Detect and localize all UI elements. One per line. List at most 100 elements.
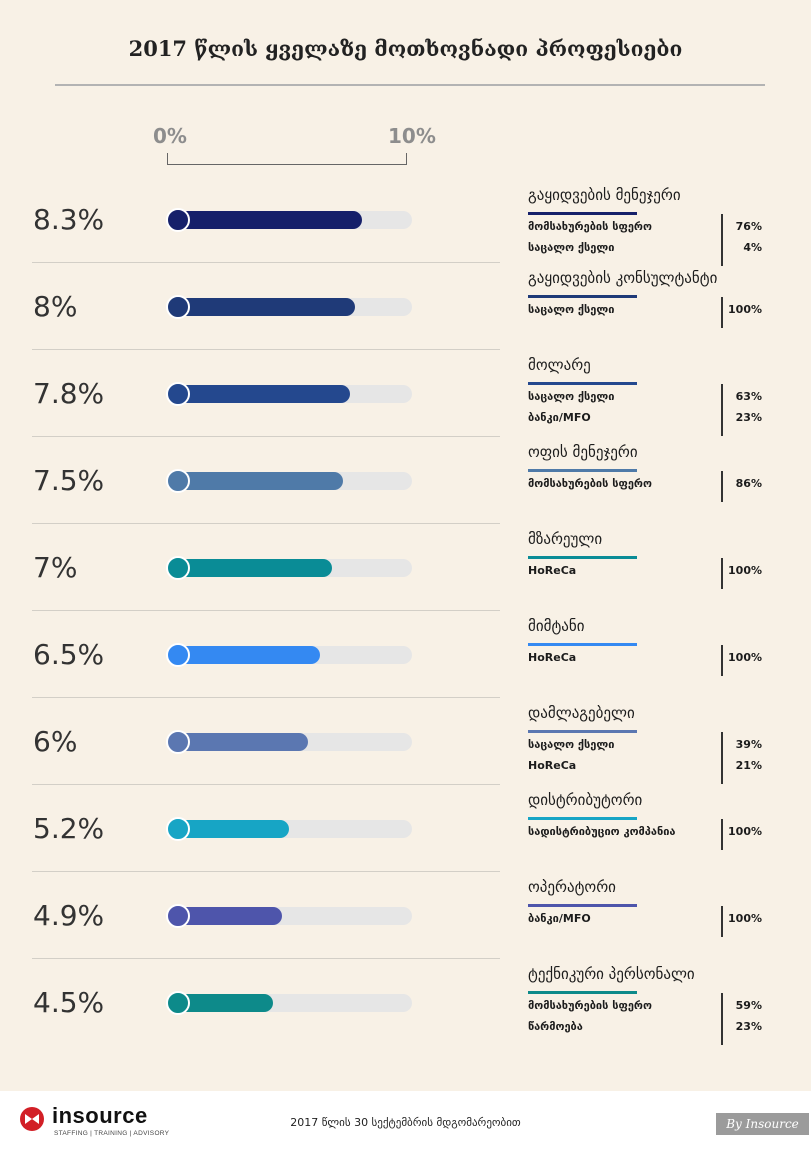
job-underline [528, 295, 637, 298]
value-label: 7.8% [33, 377, 105, 410]
value-label: 8% [33, 290, 78, 323]
sector-share: 86% [735, 477, 762, 490]
bar-start-dot [166, 556, 190, 580]
sector-separator [721, 214, 723, 266]
row-divider [32, 958, 500, 959]
sector-name: HoReCa [528, 564, 577, 577]
job-underline [528, 382, 637, 385]
sector-share: 100% [728, 564, 762, 577]
row-divider [32, 523, 500, 524]
bar [167, 733, 309, 751]
value-label: 6% [33, 725, 78, 758]
job-underline [528, 730, 637, 733]
job-underline [528, 991, 637, 994]
value-label: 7.5% [33, 464, 105, 497]
sector-separator [721, 297, 723, 328]
bar-start-dot [166, 730, 190, 754]
scale-bracket [167, 153, 407, 165]
chart-row: 6.5% მიმტანი HoReCa 100% [0, 615, 811, 702]
row-divider [32, 262, 500, 263]
chart-row: 8.3% გაყიდვების მენეჯერი მომსახურების სფერ… [0, 180, 811, 267]
bar-start-dot [166, 904, 190, 928]
bar-start-dot [166, 991, 190, 1015]
chart-row: 8% გაყიდვების კონსულტანტი საცალო ქსელი 100% [0, 267, 811, 354]
job-title: დამლაგებელი [528, 704, 635, 722]
sector-share: 4% [743, 241, 762, 254]
sector-separator [721, 732, 723, 784]
sector-name: ბანკი/MFO [528, 912, 591, 925]
value-label: 7% [33, 551, 78, 584]
job-title: მზარეული [528, 530, 603, 548]
bar-start-dot [166, 817, 190, 841]
chart-row: 7.8% მოლარე საცალო ქსელი 63% ბანკი/MFO 23% [0, 354, 811, 441]
job-underline [528, 469, 637, 472]
sector-share: 23% [735, 411, 762, 424]
chart-row: 6% დამლაგებელი საცალო ქსელი 39% HoReCa 21% [0, 702, 811, 789]
row-divider [32, 610, 500, 611]
logo-tagline: STAFFING | TRAINING | ADVISORY [54, 1130, 170, 1137]
sector-separator [721, 993, 723, 1045]
bar-start-dot [166, 208, 190, 232]
row-divider [32, 784, 500, 785]
bar-start-dot [166, 295, 190, 319]
sector-separator [721, 819, 723, 850]
value-label: 5.2% [33, 812, 105, 845]
row-divider [32, 697, 500, 698]
sector-name: მომსახურების სფერო [528, 999, 652, 1012]
sector-name: მომსახურების სფერო [528, 477, 652, 490]
sector-name: მომსახურების სფერო [528, 220, 652, 233]
sector-share: 100% [728, 825, 762, 838]
job-title: გაყიდვების მენეჯერი [528, 186, 681, 204]
scale-max-label: 10% [388, 124, 436, 148]
value-label: 8.3% [33, 203, 105, 236]
chart-row: 4.9% ოპერატორი ბანკი/MFO 100% [0, 876, 811, 963]
sector-separator [721, 558, 723, 589]
sector-share: 59% [735, 999, 762, 1012]
job-underline [528, 643, 637, 646]
sector-name: წარმოება [528, 1020, 583, 1033]
bar [167, 994, 273, 1012]
job-title: ოფის მენეჯერი [528, 443, 638, 461]
sector-share: 100% [728, 912, 762, 925]
sector-separator [721, 384, 723, 436]
job-underline [528, 556, 637, 559]
chart-row: 4.5% ტექნიკური პერსონალი მომსახურების სფერ… [0, 963, 811, 1050]
job-underline [528, 212, 637, 215]
bar [167, 559, 332, 577]
row-divider [32, 436, 500, 437]
value-label: 4.5% [33, 986, 105, 1019]
sector-name: HoReCa [528, 759, 577, 772]
title-divider [55, 84, 765, 86]
sector-name: საცალო ქსელი [528, 303, 615, 316]
row-divider [32, 871, 500, 872]
insource-logo-icon [20, 1107, 44, 1131]
sector-share: 100% [728, 651, 762, 664]
sector-name: საცალო ქსელი [528, 738, 615, 751]
sector-share: 39% [735, 738, 762, 751]
job-title: გაყიდვების კონსულტანტი [528, 269, 718, 287]
bar [167, 907, 283, 925]
chart-row: 7% მზარეული HoReCa 100% [0, 528, 811, 615]
sector-share: 76% [735, 220, 762, 233]
scale-min-label: 0% [153, 124, 187, 148]
sector-separator [721, 645, 723, 676]
sector-share: 23% [735, 1020, 762, 1033]
footer: insource STAFFING | TRAINING | ADVISORY … [0, 1091, 811, 1154]
job-underline [528, 904, 637, 907]
logo-name: insource [52, 1103, 148, 1128]
sector-name: სადისტრიბუციო კომპანია [528, 825, 676, 838]
job-title: ტექნიკური პერსონალი [528, 965, 695, 983]
job-title: მიმტანი [528, 617, 585, 635]
bar [167, 385, 351, 403]
bar [167, 646, 320, 664]
bar-start-dot [166, 382, 190, 406]
bar-start-dot [166, 469, 190, 493]
job-title: ოპერატორი [528, 878, 616, 896]
bar [167, 298, 356, 316]
job-title: დისტრიბუტორი [528, 791, 643, 809]
row-divider [32, 349, 500, 350]
chart-row: 5.2% დისტრიბუტორი სადისტრიბუციო კომპანია 10… [0, 789, 811, 876]
chart-title: 2017 წლის ყველაზე მოთხოვნადი პროფესიები [128, 36, 683, 61]
sector-name: საცალო ქსელი [528, 241, 615, 254]
bar [167, 820, 290, 838]
